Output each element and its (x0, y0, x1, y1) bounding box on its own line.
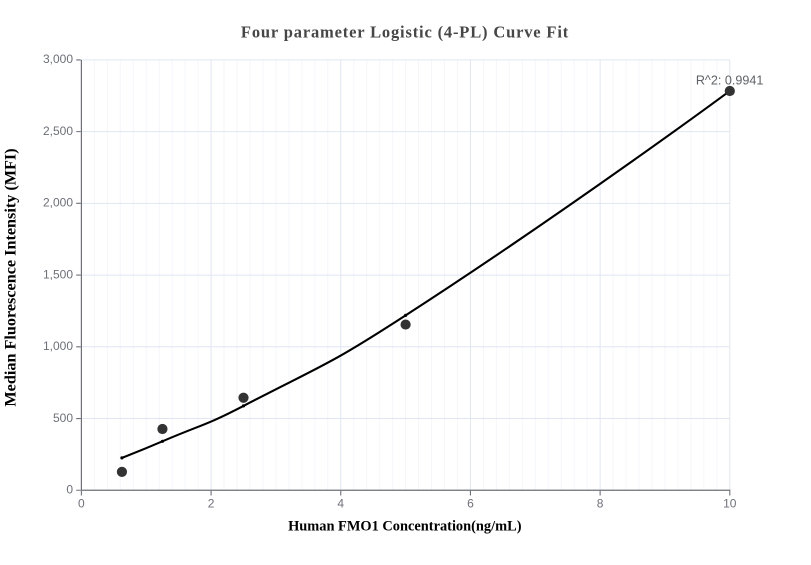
svg-text:2,000: 2,000 (43, 196, 73, 210)
svg-text:0: 0 (66, 483, 73, 497)
svg-text:10: 10 (723, 496, 737, 510)
svg-text:R^2: 0.9941: R^2: 0.9941 (696, 73, 764, 87)
svg-text:500: 500 (53, 411, 73, 425)
svg-text:2,500: 2,500 (43, 124, 73, 138)
svg-text:Median Fluorescence Intensity: Median Fluorescence Intensity (MFI) (2, 148, 20, 406)
svg-text:3,000: 3,000 (43, 52, 73, 66)
svg-text:2: 2 (208, 496, 215, 510)
svg-text:Four parameter Logistic (4-PL): Four parameter Logistic (4-PL) Curve Fit (241, 23, 569, 42)
svg-text:1,000: 1,000 (43, 339, 73, 353)
svg-text:4: 4 (337, 496, 344, 510)
svg-text:0: 0 (78, 496, 85, 510)
svg-text:6: 6 (467, 496, 474, 510)
svg-text:8: 8 (597, 496, 604, 510)
svg-text:Human FMO1 Concentration(ng/mL: Human FMO1 Concentration(ng/mL) (288, 518, 522, 534)
svg-text:1,500: 1,500 (43, 267, 73, 281)
